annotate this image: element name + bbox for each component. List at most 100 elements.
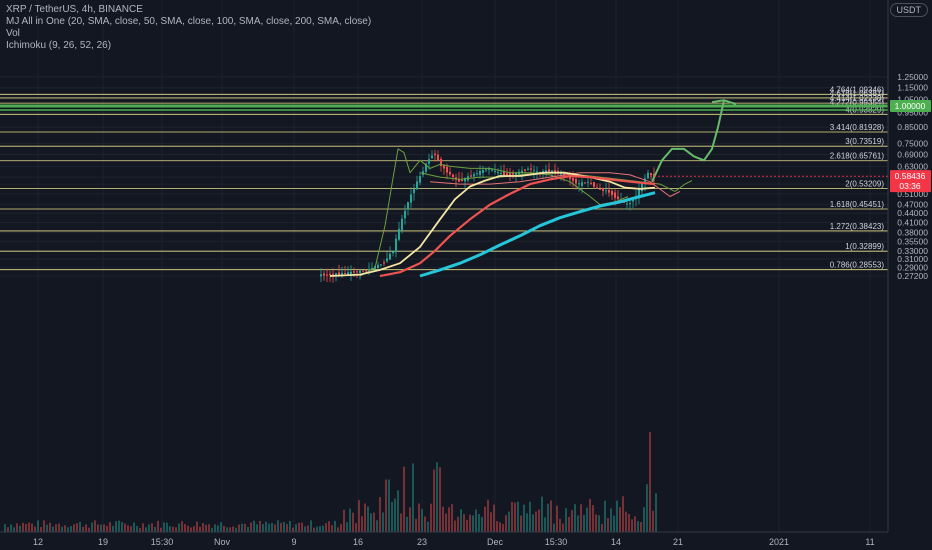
candle-body (578, 183, 580, 185)
volume-bar (307, 525, 309, 532)
volume-bar (271, 522, 273, 532)
volume-bar (154, 526, 156, 532)
candle-body (482, 170, 484, 173)
candle-body (509, 173, 511, 176)
candle-body (470, 175, 472, 177)
time-axis-tick: 16 (353, 537, 363, 547)
volume-bar (172, 526, 174, 532)
volume-bar (487, 499, 489, 532)
candle-body (599, 188, 601, 190)
volume-bar (652, 510, 654, 532)
volume-bar (571, 510, 573, 532)
time-axis: 12 19 15:30 Nov 9 16 23 Dec 15:30 14 21 2021 11 (33, 537, 875, 547)
volume-bar (592, 505, 594, 532)
volume-bar (583, 514, 585, 532)
volume-bar (595, 514, 597, 532)
volume-bar (514, 502, 516, 532)
volume-bar (568, 516, 570, 532)
volume-bar (82, 526, 84, 532)
volume-bar (211, 527, 213, 532)
volume-bar (43, 520, 45, 532)
volume-bar (4, 524, 6, 532)
time-axis-tick: 12 (33, 537, 43, 547)
price-axis-tick: 0.31000 (897, 254, 928, 264)
candle-body (356, 271, 358, 273)
candle-body (395, 238, 397, 253)
volume-bar (277, 520, 279, 532)
volume-bar (85, 524, 87, 532)
price-axis-tick: 1.05000 (897, 95, 928, 105)
volume-bar (418, 503, 420, 532)
candle-body (353, 271, 355, 273)
indicator-ichimoku[interactable]: Ichimoku (9, 26, 52, 26) (6, 40, 112, 51)
candle-body (452, 174, 454, 178)
volume-bar (274, 524, 276, 532)
volume-bar (238, 524, 240, 532)
time-axis-tick: 15:30 (545, 537, 568, 547)
volume-bar (142, 523, 144, 532)
volume-bar (13, 527, 15, 532)
volume-bar (241, 523, 243, 532)
volume-bar (286, 523, 288, 532)
indicator-mj-all-in-one[interactable]: MJ All in One (20, SMA, close, 50, SMA, … (6, 16, 372, 27)
ichimoku-lagging-span (359, 148, 629, 277)
volume-bar (292, 527, 294, 532)
volume-bar (616, 500, 618, 532)
candle-body (494, 170, 496, 172)
volume-bar (448, 507, 450, 532)
price-axis-panel (888, 0, 932, 550)
volume-bar (58, 523, 60, 532)
indicator-volume[interactable]: Vol (6, 28, 20, 39)
volume-bar (391, 501, 393, 532)
fib-level-label: 4.618(1.06381) (830, 89, 885, 98)
volume-bar (340, 524, 342, 532)
symbol-title[interactable]: XRP / TetherUS, 4h, BINANCE (6, 4, 143, 15)
candle-body (338, 272, 340, 275)
volume-bar (352, 512, 354, 532)
volume-bar (637, 521, 639, 532)
volume-bar (355, 523, 357, 532)
volume-bar (460, 509, 462, 532)
fib-level-label: 4.272(0.99354) (830, 98, 885, 107)
time-axis-tick: Dec (487, 537, 504, 547)
volume-bar (397, 490, 399, 532)
price-axis-tick: 0.47000 (897, 200, 928, 210)
volume-bar (316, 526, 318, 532)
last-price-countdown: 03:36 (899, 181, 921, 191)
volume-bar (436, 462, 438, 532)
price-axis-tick: 0.35500 (897, 236, 928, 246)
last-price-badge (890, 170, 931, 193)
currency-button[interactable]: USDT (889, 3, 928, 17)
fib-level-label: 1.272(0.38423) (830, 222, 885, 231)
volume-bar (457, 516, 459, 532)
candle-body (524, 169, 526, 171)
volume-bar (19, 525, 21, 532)
candle-body (437, 154, 439, 161)
volume-bar (640, 522, 642, 532)
volume-bar (496, 521, 498, 532)
candle-body (362, 270, 364, 272)
volume-bar (364, 503, 366, 532)
volume-bar (325, 523, 327, 532)
volume-bar (499, 522, 501, 532)
volume-bar (298, 522, 300, 532)
candle-body (320, 274, 322, 277)
volume-bar (427, 521, 429, 532)
time-axis-tick: 23 (417, 537, 427, 547)
volume-bar (334, 520, 336, 532)
volume-bar (361, 516, 363, 532)
volume-bar (625, 511, 627, 532)
price-axis-tick: 0.41000 (897, 217, 928, 227)
volume-bar (97, 524, 99, 532)
volume-bar (517, 501, 519, 532)
volume-bar (544, 517, 546, 532)
volume-bar (541, 496, 543, 532)
volume-bar (607, 518, 609, 532)
volume-bar (250, 522, 252, 532)
volume-bar (358, 500, 360, 532)
volume-bar (133, 522, 135, 532)
volume-bar (532, 514, 534, 532)
volume-bar (481, 516, 483, 532)
volume-bar (622, 496, 624, 532)
